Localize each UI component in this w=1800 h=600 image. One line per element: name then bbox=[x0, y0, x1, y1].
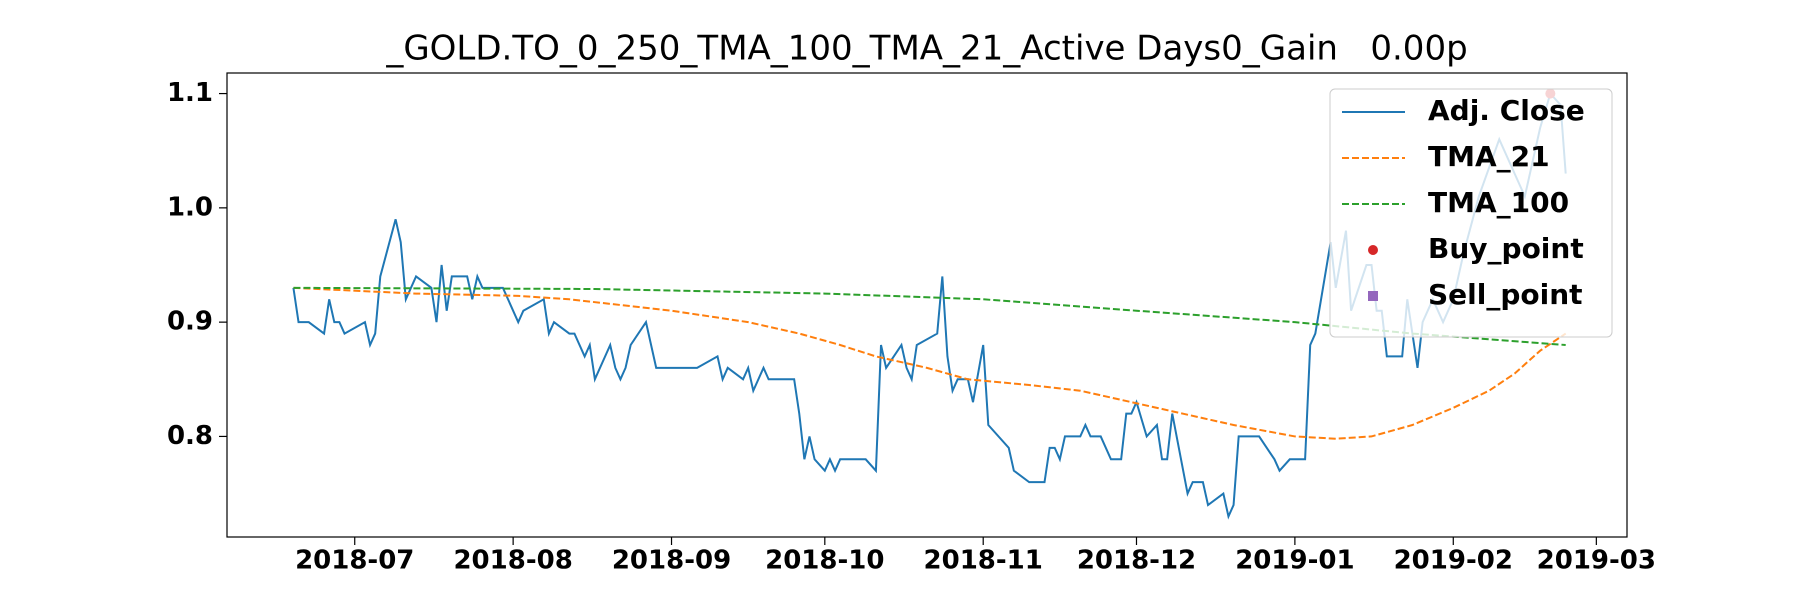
chart-title: _GOLD.TO_0_250_TMA_100_TMA_21_Active Day… bbox=[385, 29, 1467, 69]
x-tick-label: 2018-07 bbox=[295, 546, 414, 576]
axes-frame bbox=[226, 72, 1628, 538]
legend-label: TMA_21 bbox=[1428, 140, 1550, 173]
y-tick-label: 0.8 bbox=[167, 421, 213, 451]
series-line bbox=[293, 286, 1567, 440]
legend: Adj. Close TMA_21 TMA_100 Buy_point Sell_poi… bbox=[1329, 88, 1613, 338]
x-tick-label: 2018-10 bbox=[765, 546, 884, 576]
legend-label: TMA_100 bbox=[1428, 186, 1569, 219]
legend-label: Sell_point bbox=[1428, 278, 1583, 311]
legend-label: Adj. Close bbox=[1428, 94, 1585, 127]
y-tick-label: 1.0 bbox=[167, 192, 213, 222]
x-tick-label: 2019-03 bbox=[1537, 546, 1656, 576]
x-tick-label: 2018-08 bbox=[453, 546, 572, 576]
x-tick-label: 2019-01 bbox=[1235, 546, 1354, 576]
y-tick-label: 0.9 bbox=[167, 307, 213, 337]
legend-box bbox=[1329, 88, 1613, 338]
x-tick-label: 2018-11 bbox=[924, 546, 1043, 576]
legend-label: Buy_point bbox=[1428, 232, 1584, 265]
legend-swatch bbox=[1368, 291, 1378, 301]
y-tick-label: 1.1 bbox=[167, 78, 213, 108]
x-tick-label: 2018-09 bbox=[612, 546, 731, 576]
x-tick-label: 2018-12 bbox=[1077, 546, 1196, 576]
x-tick-label: 2019-02 bbox=[1394, 546, 1513, 576]
legend-swatch bbox=[1368, 245, 1378, 255]
